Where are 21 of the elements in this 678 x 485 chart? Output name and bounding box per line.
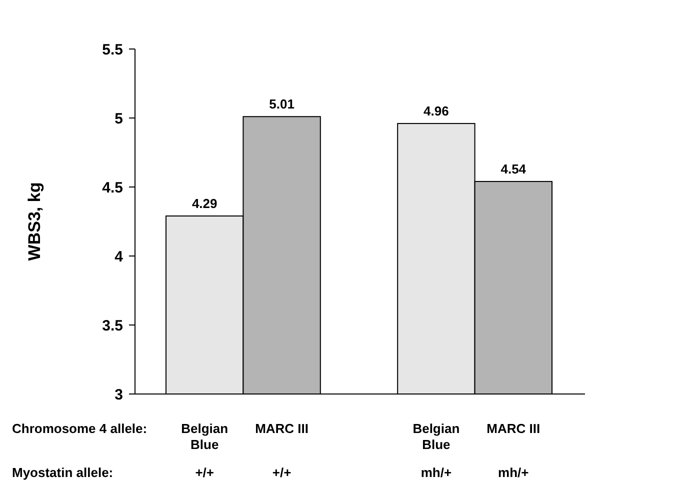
y-tick-label: 3 xyxy=(114,386,123,404)
y-tick-label: 4.5 xyxy=(102,179,123,196)
data-label: 5.01 xyxy=(269,96,294,112)
data-label: 4.54 xyxy=(500,161,527,176)
text: mh/+ xyxy=(420,465,452,480)
text: +/+ xyxy=(195,465,214,480)
y-tick-label: 3.5 xyxy=(102,317,123,334)
text: Chromosome 4 allele: xyxy=(12,421,148,436)
y-tick-label: 5 xyxy=(114,110,123,128)
x-tick-label: Belgian Blue xyxy=(412,421,460,452)
data-label: 4.96 xyxy=(424,104,449,119)
text: Myostatin allele: xyxy=(12,465,114,480)
text: +/+ xyxy=(272,465,292,480)
y-axis-title: WBS3, kg xyxy=(25,182,44,261)
y-tick-label: 4 xyxy=(114,248,124,266)
x-tick-label: MARC III xyxy=(255,421,309,436)
data-label: 4.29 xyxy=(192,196,218,211)
text: mh/+ xyxy=(498,465,530,480)
x-tick-label: Belgian Blue xyxy=(181,421,228,452)
x-tick-label: MARC III xyxy=(486,421,540,436)
y-tick-label: 5.5 xyxy=(102,41,123,58)
